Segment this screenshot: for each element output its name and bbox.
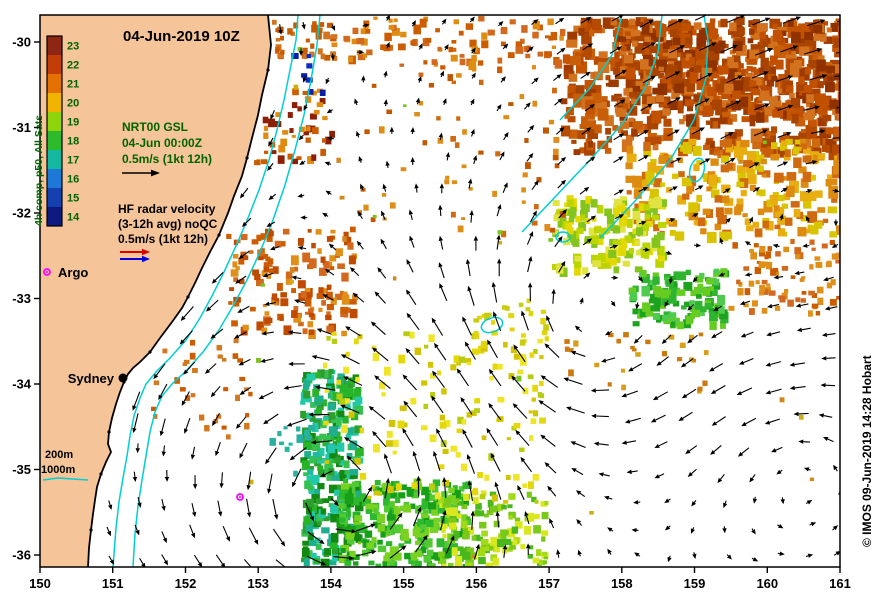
colorbar-tick-label: 14 <box>67 212 80 224</box>
sydney-label: Sydney <box>68 371 115 386</box>
y-tick-label: -36 <box>12 548 31 563</box>
legend-hf-name: HF radar velocity <box>118 202 216 216</box>
depth-1000m-label: 1000m <box>41 464 75 476</box>
x-tick-label: 154 <box>320 576 342 591</box>
argo-marker-icon <box>43 268 51 276</box>
colorbar-tick-label: 15 <box>67 193 79 205</box>
depth-contour-sample-icon <box>42 477 89 481</box>
x-tick-label: 160 <box>756 576 778 591</box>
legend-hf-avg: (3-12h avg) noQC <box>118 217 218 231</box>
x-tick-label: 151 <box>102 576 124 591</box>
colorbar-tick-label: 20 <box>67 98 79 110</box>
y-tick-label: -31 <box>12 120 31 135</box>
x-tick-label: 157 <box>538 576 560 591</box>
x-tick-label: 150 <box>29 576 51 591</box>
depth-200m-label: 200m <box>45 449 73 461</box>
x-tick-label: 156 <box>466 576 488 591</box>
x-tick-label: 153 <box>247 576 269 591</box>
y-tick-label: -34 <box>12 377 32 392</box>
gsl-scale-arrow-icon <box>122 169 160 177</box>
x-tick-label: 161 <box>829 576 851 591</box>
legend-gsl-scale: 0.5m/s (1kt 12h) <box>122 152 212 166</box>
x-tick-label: 158 <box>611 576 633 591</box>
velocity-arrows-layer <box>106 15 840 567</box>
y-tick-label: -35 <box>12 462 31 477</box>
colorbar-tick-label: 22 <box>67 60 79 72</box>
hf-red-arrow-icon <box>120 248 150 256</box>
y-tick-label: -33 <box>12 291 31 306</box>
map-title: 04-Jun-2019 10Z <box>123 28 240 45</box>
colorbar-label: 4h comp, p50, All Sats <box>33 115 45 226</box>
colorbar-tick-label: 18 <box>67 136 79 148</box>
argo-label: Argo <box>58 265 88 280</box>
sydney-marker-icon <box>118 373 128 383</box>
hf-blue-arrow-icon <box>120 255 150 263</box>
legend-hf-scale: 0.5m/s (1kt 12h) <box>118 232 208 246</box>
y-tick-label: -32 <box>12 206 31 221</box>
colorbar-tick-label: 16 <box>67 174 79 186</box>
colorbar-tick-label: 17 <box>67 155 79 167</box>
copyright-vertical: © IMOS 09-Jun-2019 14:28 Hobart <box>860 355 874 547</box>
legend-gsl-name: NRT00 GSL <box>122 120 188 134</box>
legend-gsl-time: 04-Jun 00:00Z <box>122 136 202 150</box>
colorbar: 23 22 21 20 19 18 17 16 15 14 <box>46 35 80 227</box>
x-tick-label: 155 <box>393 576 415 591</box>
colorbar-tick-label: 23 <box>67 41 79 53</box>
y-tick-label: -30 <box>12 35 31 50</box>
colorbar-tick-label: 21 <box>67 79 79 91</box>
argo-float-marker-icon <box>236 493 244 501</box>
colorbar-tick-label: 19 <box>67 117 79 129</box>
x-tick-label: 159 <box>684 576 706 591</box>
x-tick-label: 152 <box>175 576 197 591</box>
bathymetry-contours-layer <box>112 15 709 567</box>
annotations-layer: 04-Jun-2019 10Z 4h comp, p50, All Sats N… <box>33 28 874 547</box>
axes-layer: 150 151 152 153 154 155 156 157 158 159 160 161 -30 -… <box>12 14 851 591</box>
